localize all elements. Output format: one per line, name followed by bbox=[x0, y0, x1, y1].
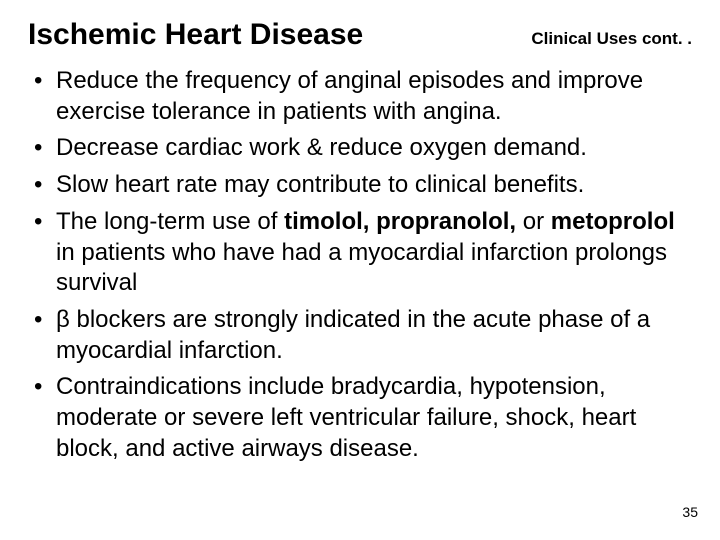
slide-subtitle: Clinical Uses cont. . bbox=[531, 29, 692, 49]
bullet-item: Reduce the frequency of anginal episodes… bbox=[34, 66, 692, 127]
bullet-item: Contraindications include bradycardia, h… bbox=[34, 372, 692, 464]
bullet-list: Reduce the frequency of anginal episodes… bbox=[28, 66, 692, 465]
slide-title: Ischemic Heart Disease bbox=[28, 18, 363, 52]
bullet-item: Decrease cardiac work & reduce oxygen de… bbox=[34, 133, 692, 164]
bullet-item: The long-term use of timolol, propranolo… bbox=[34, 207, 692, 299]
slide-header: Ischemic Heart Disease Clinical Uses con… bbox=[28, 18, 692, 52]
bullet-item: β blockers are strongly indicated in the… bbox=[34, 305, 692, 366]
slide: Ischemic Heart Disease Clinical Uses con… bbox=[0, 0, 720, 540]
bullet-item: Slow heart rate may contribute to clinic… bbox=[34, 170, 692, 201]
page-number: 35 bbox=[682, 504, 698, 520]
